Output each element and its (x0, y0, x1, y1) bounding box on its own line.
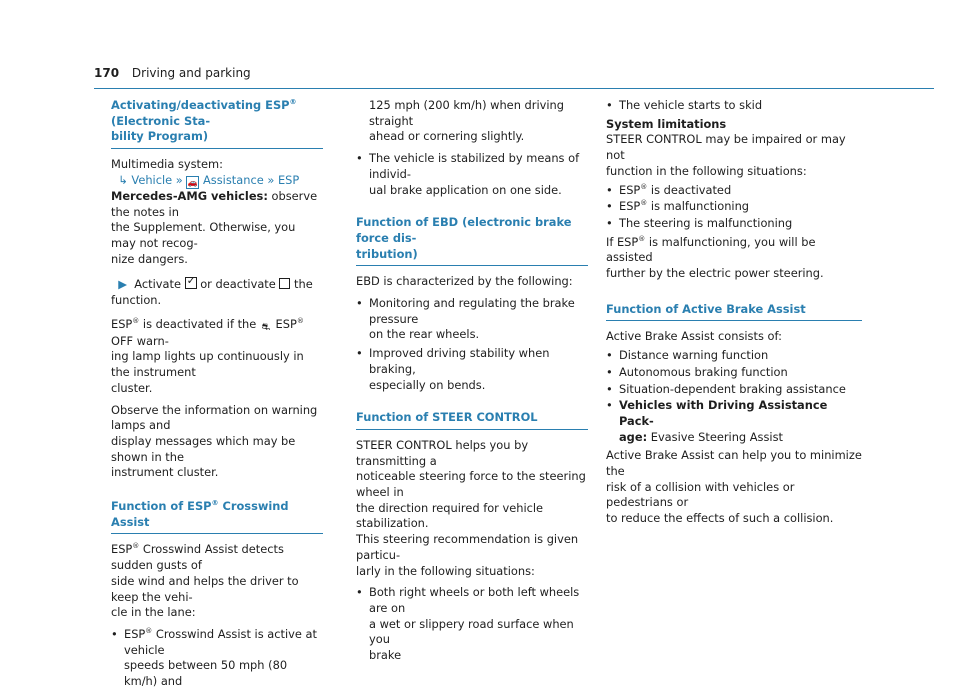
list-item: • The steering is malfunctioning (606, 215, 793, 230)
bullet-icon: • (606, 364, 613, 379)
bullet-icon: • (356, 585, 363, 600)
checkbox-checked-icon (184, 273, 197, 290)
column-1: Activating/deactivating ESP® (Electronic… (111, 98, 323, 693)
heading-steer-control: Function of STEER CONTROL (356, 410, 588, 430)
bullet-icon: • (606, 348, 613, 363)
section-title: Driving and parking (131, 66, 251, 80)
bullet-icon: • (111, 626, 118, 641)
continued-text: 125 mph (200 km/h) when driving straight… (369, 98, 564, 144)
page-number: 170 (94, 66, 120, 80)
aba-text: Active Brake Assist can help you to mini… (606, 448, 862, 526)
list-item: • Monitoring and regulating the brake pr… (356, 296, 575, 342)
list-item: • The vehicle is stabilized by means of … (356, 151, 580, 197)
page-header: 170 Driving and parking (94, 66, 251, 80)
action-arrow-icon: ▶ (118, 277, 128, 292)
esp-off-icon: ⛐ (261, 321, 271, 333)
bullet-icon: • (606, 182, 613, 197)
nav-path: ↳ Vehicle » 🚗 Assistance » ESP (118, 172, 300, 189)
heading-crosswind: Function of ESP® Crosswind Assist (111, 499, 323, 535)
esp-deactivated-text: ESP® is deactivated if the ⛐ ESP® OFF wa… (111, 316, 304, 395)
bullet-icon: • (356, 151, 363, 166)
list-item: • Distance warning function (606, 348, 769, 363)
bullet-icon: • (606, 98, 613, 112)
bullet-icon: • (606, 398, 613, 413)
multimedia-path: Multimedia system: ↳ Vehicle » 🚗 Assista… (111, 157, 318, 266)
observe-text: Observe the information on warning lamps… (111, 402, 318, 480)
ebd-intro: EBD is characterized by the following: (356, 274, 573, 289)
list-item: • Vehicles with Driving Assistance Pack-… (606, 398, 828, 444)
steer-control-text: STEER CONTROL helps you by transmitting … (356, 437, 586, 578)
list-item: • Autonomous braking function (606, 364, 788, 379)
checkbox-empty-icon (279, 278, 291, 290)
list-item: • Situation-dependent braking assistance (606, 381, 846, 396)
esp-malfunction-text: If ESP® is malfunctioning, you will be a… (606, 234, 824, 281)
list-item: • The vehicle starts to skid (606, 98, 763, 112)
list-item: • Improved driving stability when brakin… (356, 346, 550, 392)
column-3: • The vehicle starts to skid System limi… (606, 98, 862, 533)
nav-start-icon: ↳ (118, 172, 128, 187)
nav-separator-icon: » (267, 172, 275, 187)
heading-active-brake-assist: Function of Active Brake Assist (606, 302, 862, 322)
bullet-icon: • (606, 215, 613, 230)
system-limitations: System limitations STEER CONTROL may be … (606, 116, 846, 178)
header-divider (94, 88, 934, 89)
list-item: • Both right wheels or both left wheels … (356, 585, 580, 663)
nav-separator-icon: » (175, 172, 183, 187)
crosswind-text: ESP® Crosswind Assist detects sudden gus… (111, 542, 299, 620)
list-item: • ESP® is deactivated (606, 182, 732, 197)
car-icon: 🚗 (186, 175, 200, 189)
bullet-icon: • (356, 296, 363, 311)
aba-intro: Active Brake Assist consists of: (606, 329, 782, 344)
list-item: • ESP® is malfunctioning (606, 199, 750, 214)
column-2: 125 mph (200 km/h) when driving straight… (356, 98, 588, 667)
activate-instruction: ▶ Activate or deactivate the function. (111, 273, 323, 308)
bullet-icon: • (606, 199, 613, 214)
heading-ebd: Function of EBD (electronic brake force … (356, 215, 588, 267)
bullet-icon: • (606, 381, 613, 396)
list-item: • ESP® Crosswind Assist is active at veh… (111, 626, 317, 689)
bullet-icon: • (356, 346, 363, 361)
heading-esp: Activating/deactivating ESP® (Electronic… (111, 98, 323, 150)
